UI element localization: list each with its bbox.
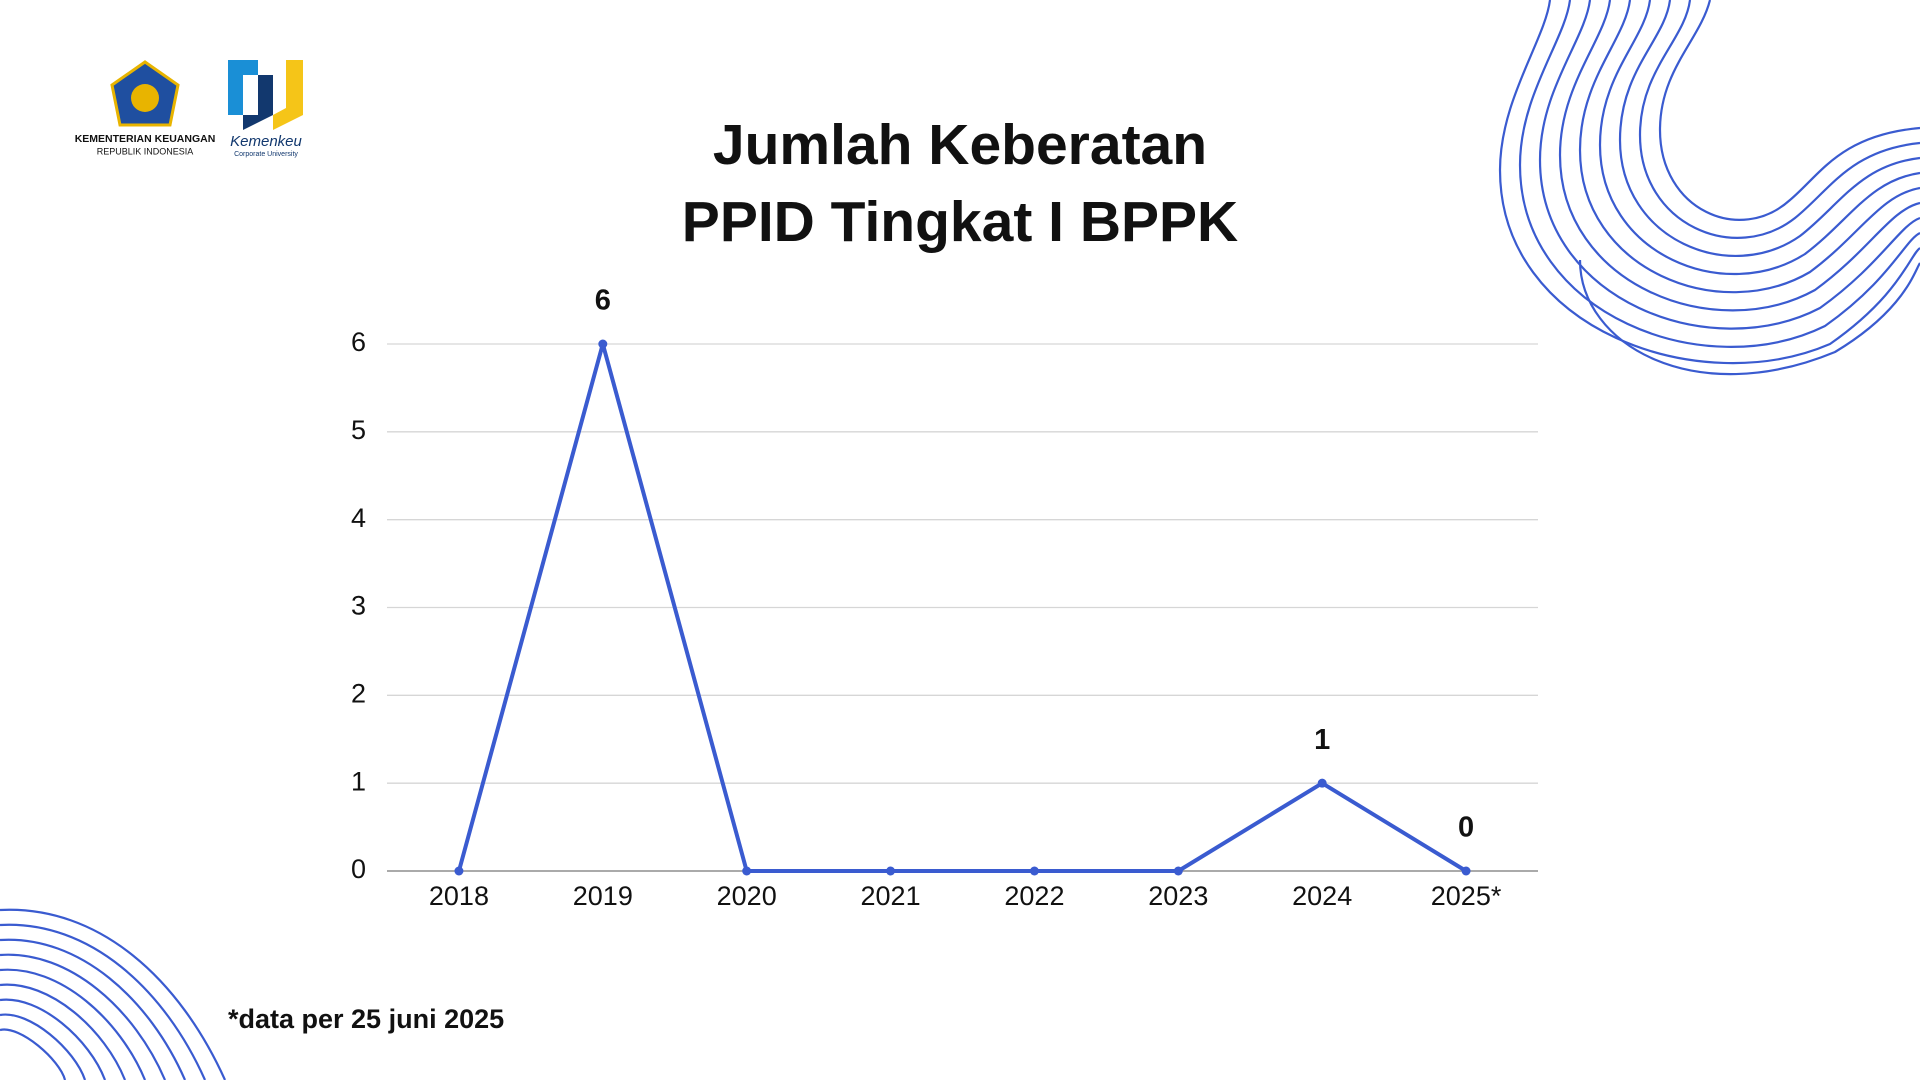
y-tick-label: 1: [351, 766, 366, 796]
x-tick-label: 2018: [429, 881, 489, 911]
logo-subtext: Corporate University: [234, 151, 298, 158]
y-tick-label: 0: [351, 854, 366, 884]
data-line: [457, 342, 1468, 873]
y-tick-label: 2: [351, 678, 366, 708]
x-tick-label: 2021: [861, 881, 921, 911]
decoration-top-right: [1498, 0, 1920, 376]
y-tick-label: 3: [351, 591, 366, 621]
chart-title: Jumlah Keberatan: [713, 113, 1207, 177]
data-point: [454, 866, 464, 876]
logo-emblem: [131, 84, 159, 112]
data-point: [598, 339, 608, 349]
y-tick-label: 6: [351, 327, 366, 357]
logo-shape: [243, 75, 273, 130]
x-tick-label: 2020: [717, 881, 777, 911]
data-point: [742, 866, 752, 876]
data-label: 1: [1314, 724, 1330, 756]
x-tick-label: 2025*: [1431, 881, 1502, 911]
decoration-bottom-left: [0, 908, 227, 1080]
chart-title: PPID Tingkat I BPPK: [682, 190, 1238, 254]
data-label: 6: [595, 285, 611, 317]
data-point: [886, 866, 896, 876]
data-label: 0: [1458, 812, 1474, 844]
x-tick-label: 2022: [1004, 881, 1064, 911]
y-tick-label: 4: [351, 503, 366, 533]
logo-text: Kemenkeu: [230, 133, 302, 150]
logo-shape: [228, 60, 258, 115]
data-point: [1317, 778, 1327, 788]
x-tick-label: 2019: [573, 881, 633, 911]
data-point: [1461, 866, 1471, 876]
logo-text: KEMENTERIAN KEUANGAN: [75, 133, 216, 145]
footnote: *data per 25 juni 2025: [228, 1004, 504, 1034]
logo-shape: [273, 60, 303, 130]
logo-kemenkeu: KEMENTERIAN KEUANGAN REPUBLIK INDONESIA …: [75, 60, 303, 158]
y-tick-label: 5: [351, 415, 366, 445]
x-tick-label: 2024: [1292, 881, 1352, 911]
x-tick-label: 2023: [1148, 881, 1208, 911]
logo-subtext: REPUBLIK INDONESIA: [97, 146, 194, 156]
data-point: [1029, 866, 1039, 876]
data-point: [1173, 866, 1183, 876]
